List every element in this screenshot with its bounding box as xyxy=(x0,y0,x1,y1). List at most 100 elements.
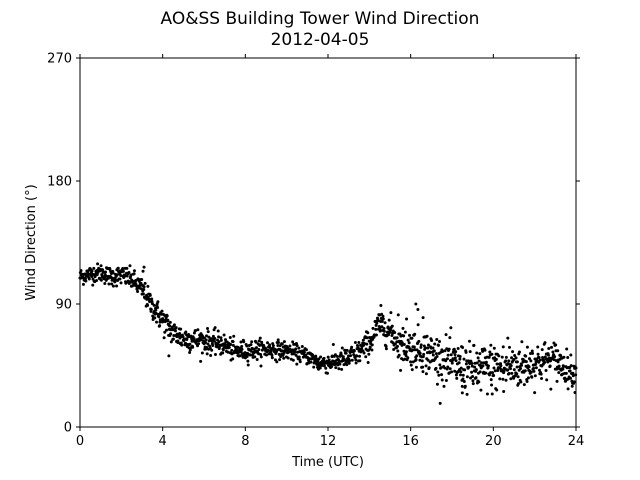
data-point-684 xyxy=(314,354,318,358)
data-point-1187 xyxy=(487,355,491,359)
data-point-807 xyxy=(356,346,360,350)
data-point-468 xyxy=(239,350,243,354)
data-point-1431 xyxy=(571,374,575,378)
data-point-174 xyxy=(138,284,142,288)
data-point-443 xyxy=(231,357,235,361)
data-point-591 xyxy=(282,356,286,360)
data-point-1041 xyxy=(437,373,441,377)
data-point-40 xyxy=(92,266,96,270)
data-point-550 xyxy=(268,343,272,347)
data-point-186 xyxy=(142,285,146,289)
y-tick-label-1: 90 xyxy=(55,298,72,313)
data-point-1228 xyxy=(501,345,505,349)
data-point-144 xyxy=(128,280,132,284)
data-point-238 xyxy=(160,309,164,313)
data-point-1080 xyxy=(450,361,454,365)
data-point-488 xyxy=(246,363,250,367)
data-point-1380 xyxy=(554,343,558,347)
data-point-17 xyxy=(84,279,88,283)
data-point-913 xyxy=(393,331,397,335)
data-point-414 xyxy=(221,351,225,355)
data-point-1449 xyxy=(460,391,464,395)
data-point-523 xyxy=(258,336,262,340)
data-point-951 xyxy=(406,356,410,360)
data-point-1124 xyxy=(465,375,469,379)
data-point-1282 xyxy=(520,340,524,344)
data-point-1352 xyxy=(544,369,548,373)
data-point-1448 xyxy=(506,336,510,340)
data-point-436 xyxy=(228,336,232,339)
data-point-1195 xyxy=(490,352,494,356)
data-point-1451 xyxy=(502,389,506,393)
axis-ticks: 0 4 8 12 16 20 24 0 90 180 270 xyxy=(47,52,584,450)
data-point-871 xyxy=(378,329,382,333)
data-point-805 xyxy=(355,343,359,347)
data-point-255 xyxy=(166,318,170,322)
x-tick-label-3: 12 xyxy=(320,434,337,449)
x-tick-label-0: 0 xyxy=(76,434,84,449)
data-point-1076 xyxy=(449,326,453,330)
data-point-794 xyxy=(352,353,356,357)
data-point-571 xyxy=(275,360,279,364)
data-point-1161 xyxy=(478,370,482,374)
data-point-145 xyxy=(128,264,132,268)
data-point-62 xyxy=(99,278,103,282)
data-point-370 xyxy=(206,326,210,330)
data-point-906 xyxy=(390,324,394,328)
data-point-1020 xyxy=(430,338,434,342)
data-point-519 xyxy=(257,348,261,351)
data-point-1105 xyxy=(459,370,463,374)
data-point-947 xyxy=(404,350,408,354)
data-point-124 xyxy=(121,267,125,271)
data-point-709 xyxy=(322,364,326,368)
data-point-467 xyxy=(239,340,243,344)
data-point-1104 xyxy=(459,373,463,377)
data-point-1221 xyxy=(499,364,503,368)
data-point-1279 xyxy=(519,380,523,384)
data-point-796 xyxy=(352,349,356,353)
data-point-1244 xyxy=(507,359,511,363)
data-point-111 xyxy=(116,266,120,270)
data-point-1169 xyxy=(481,364,485,368)
data-point-331 xyxy=(192,337,196,341)
data-point-295 xyxy=(180,343,184,347)
data-point-1150 xyxy=(474,368,478,372)
data-point-987 xyxy=(418,351,422,355)
data-point-1179 xyxy=(484,360,488,364)
data-point-1044 xyxy=(438,363,442,367)
data-point-1194 xyxy=(490,383,494,387)
data-point-1442 xyxy=(167,354,171,358)
data-point-1175 xyxy=(483,348,487,352)
data-point-1261 xyxy=(513,354,517,358)
data-point-1443 xyxy=(396,313,400,317)
data-point-977 xyxy=(415,354,419,358)
data-point-1004 xyxy=(424,364,428,368)
data-point-1029 xyxy=(433,342,437,346)
data-point-315 xyxy=(187,332,191,336)
data-point-96 xyxy=(111,271,115,275)
data-point-774 xyxy=(345,363,349,367)
data-point-880 xyxy=(381,317,385,321)
data-point-289 xyxy=(178,332,182,336)
data-point-179 xyxy=(140,278,144,282)
data-point-418 xyxy=(222,333,226,337)
data-point-617 xyxy=(291,340,295,344)
data-point-901 xyxy=(389,328,393,332)
data-point-1368 xyxy=(550,345,554,349)
data-point-1109 xyxy=(460,384,464,388)
data-point-1269 xyxy=(515,360,519,364)
data-point-1235 xyxy=(504,359,508,363)
data-point-416 xyxy=(221,348,225,352)
data-point-382 xyxy=(210,348,214,352)
data-point-788 xyxy=(350,345,354,349)
data-point-524 xyxy=(259,352,263,356)
data-point-544 xyxy=(266,341,270,345)
data-point-733 xyxy=(331,359,335,363)
data-point-445 xyxy=(231,343,235,347)
data-point-1139 xyxy=(471,374,475,378)
data-point-1275 xyxy=(517,350,521,354)
data-point-587 xyxy=(280,342,284,346)
data-point-645 xyxy=(300,344,304,348)
data-point-1025 xyxy=(431,353,435,357)
data-point-263 xyxy=(169,332,173,336)
